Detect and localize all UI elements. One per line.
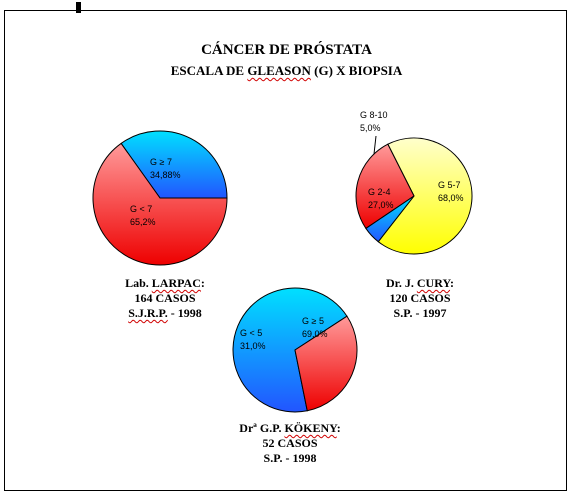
slice-value-label: 34,88% <box>150 170 181 180</box>
pie-slice <box>232 287 348 413</box>
chart-frame <box>4 10 567 491</box>
slice-value-label: 27,0% <box>368 200 394 210</box>
slice-label: G ≥ 5 <box>302 316 324 326</box>
slice-value-label: 69,0% <box>302 329 328 339</box>
caption-line: Drª G.P. KÖKENY: <box>239 421 341 435</box>
slice-label: G < 5 <box>240 328 262 338</box>
pie-slice <box>120 130 228 199</box>
slice-label: G 8-10 <box>360 110 388 120</box>
caption-line: 120 CASOS <box>389 291 451 305</box>
slice-value-label: 31,0% <box>240 341 266 351</box>
slice-label: G < 7 <box>130 204 152 214</box>
slice-value-label: 5,0% <box>360 123 381 133</box>
pie-slice <box>294 315 358 412</box>
callout-line <box>373 135 377 155</box>
pie-slice <box>377 137 473 255</box>
slice-label: G ≥ 7 <box>150 157 172 167</box>
caption-line: S.P. - 1998 <box>263 451 317 465</box>
chart-subtitle: ESCALA DE GLEASON (G) X BIOPSIA <box>170 63 403 78</box>
pie-slice <box>92 142 228 266</box>
pie-slice <box>365 195 415 243</box>
caption-line: S.P. - 1997 <box>393 306 447 320</box>
slice-value-label: 65,2% <box>130 217 156 227</box>
caption-line: 164 CASOS <box>134 291 196 305</box>
caption-larpac: Lab. LARPAC: 164 CASOS S.J.R.P. - 1998 <box>90 276 240 321</box>
caption-line: S.J.R.P. - 1998 <box>128 306 202 320</box>
text-cursor-mark <box>76 2 81 13</box>
slice-label: G 5-7 <box>438 180 461 190</box>
pie-slice <box>355 143 415 230</box>
chart-title: CÁNCER DE PRÓSTATA <box>201 42 372 58</box>
caption-line: 52 CASOS <box>262 436 318 450</box>
slice-value-label: 68,0% <box>438 193 464 203</box>
caption-line: Dr. J. CURY: <box>385 276 455 290</box>
slice-label: G 2-4 <box>368 187 391 197</box>
caption-line: Lab. LARPAC: <box>125 276 205 290</box>
caption-kokeny: Drª G.P. KÖKENY: 52 CASOS S.P. - 1998 <box>220 421 360 466</box>
caption-cury: Dr. J. CURY: 120 CASOS S.P. - 1997 <box>350 276 490 321</box>
